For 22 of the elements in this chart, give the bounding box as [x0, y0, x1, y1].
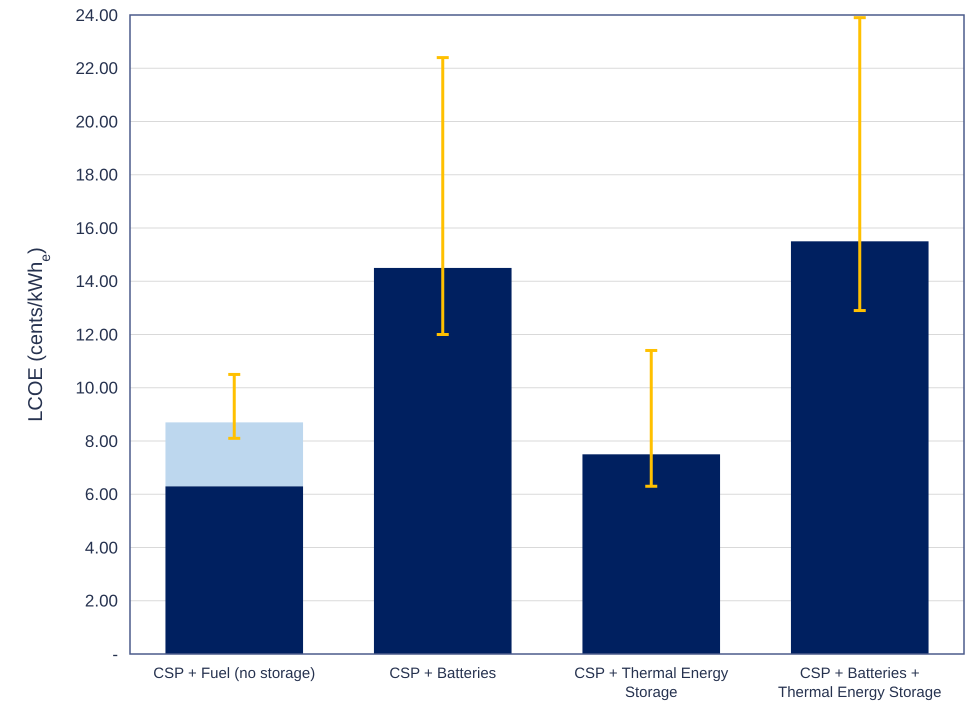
y-tick-label: 24.00	[75, 6, 118, 25]
y-tick-label: 20.00	[75, 112, 118, 132]
bar	[790, 241, 929, 654]
y-tick-label: 10.00	[75, 378, 118, 398]
x-tick-label: CSP + Fuel (no storage)	[153, 665, 316, 682]
y-tick-label: -	[112, 644, 118, 664]
y-tick-label: 4.00	[84, 538, 118, 558]
y-tick-label: 16.00	[75, 218, 118, 238]
y-tick-label: 22.00	[75, 59, 118, 78]
y-tick-label: 2.00	[84, 592, 118, 611]
y-tick-label: 12.00	[75, 325, 118, 344]
y-tick-label: 18.00	[75, 166, 118, 185]
x-tick-label: CSP + Thermal Energy Storage	[574, 665, 729, 701]
bar	[582, 454, 720, 654]
x-tick-label: CSP + Batteries + Thermal Energy Storage	[778, 665, 942, 701]
bar	[374, 268, 512, 654]
y-tick-label: 14.00	[75, 272, 118, 292]
y-tick-label: 6.00	[84, 485, 118, 504]
bar	[165, 422, 304, 486]
y-tick-label: 8.00	[84, 432, 118, 451]
bar	[165, 486, 304, 654]
x-tick-label: CSP + Batteries	[389, 665, 496, 682]
